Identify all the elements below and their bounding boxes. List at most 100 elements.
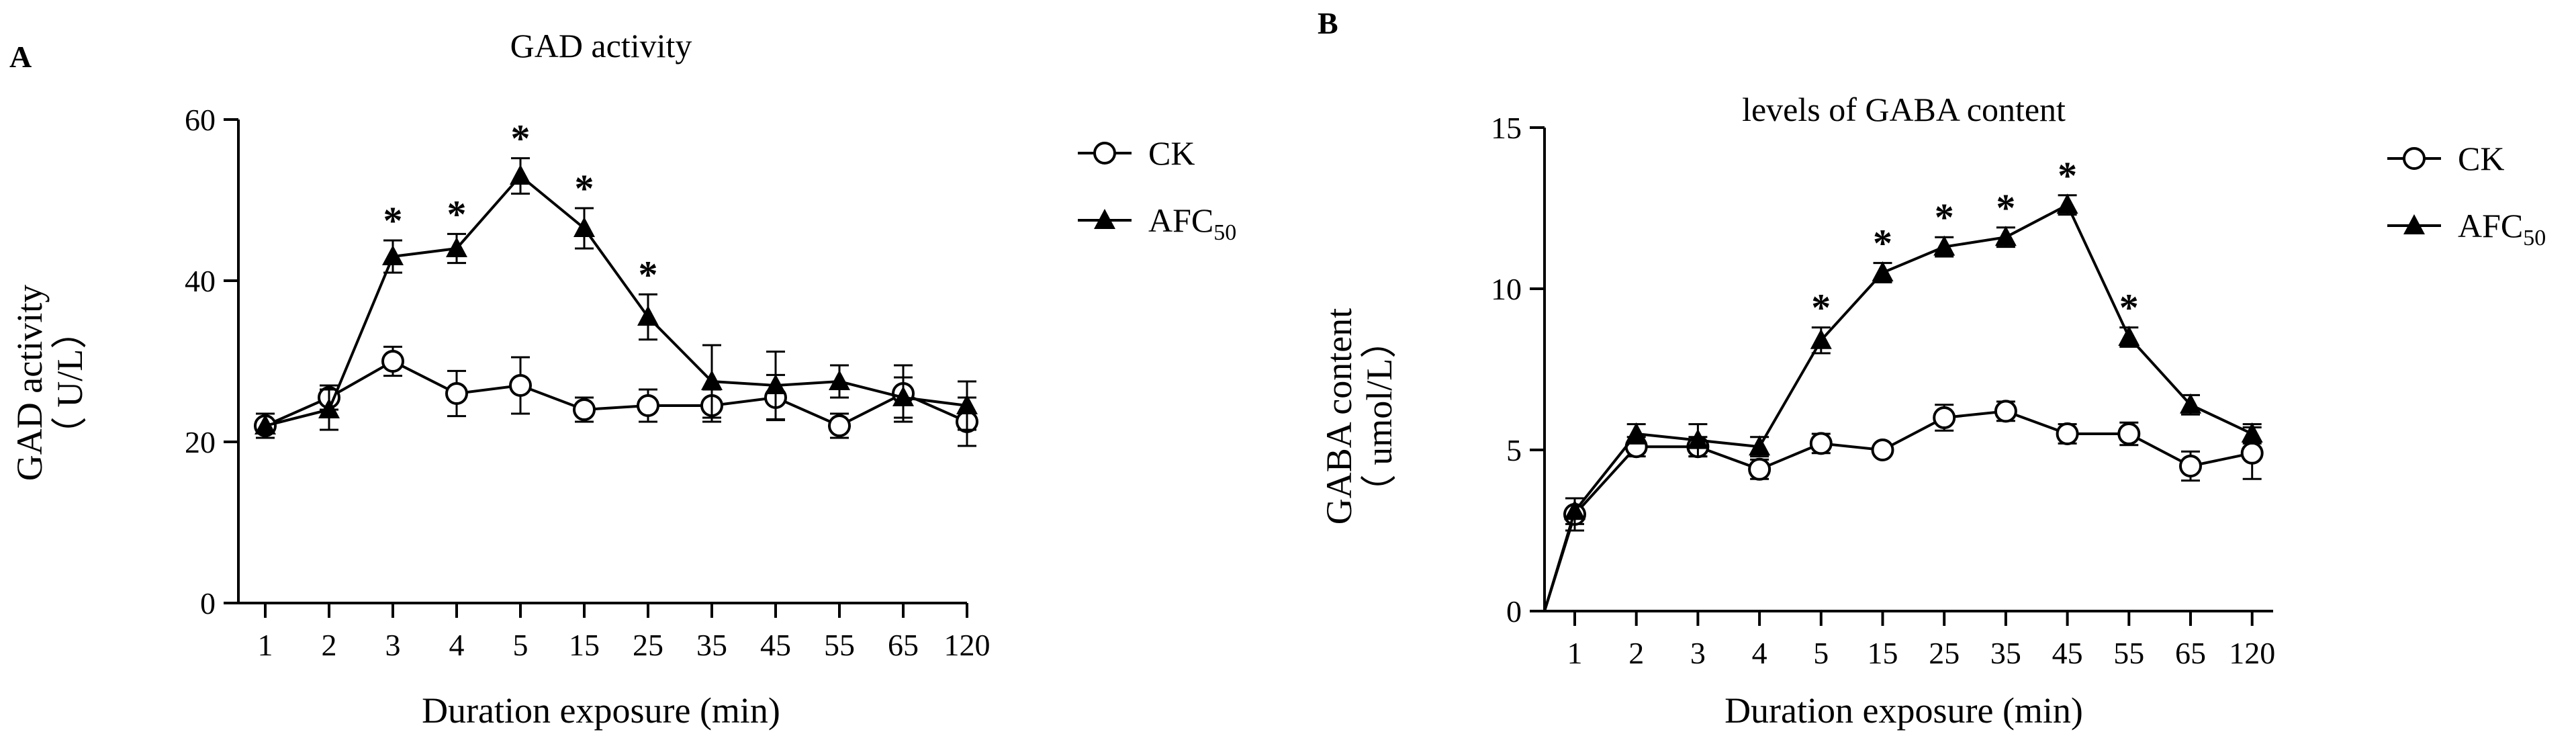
panel-a-x-tick-label: 5 bbox=[513, 628, 528, 662]
panel-a-x-tick-label: 45 bbox=[760, 628, 791, 662]
panel-a-afc-point bbox=[956, 394, 978, 414]
panel-b-ck-point bbox=[2240, 441, 2264, 465]
panel-b-afc-point bbox=[1625, 422, 1647, 443]
panel-a-afc-point bbox=[573, 217, 595, 237]
panel-b-ck-point bbox=[2117, 422, 2141, 445]
panel-b-ck-point bbox=[1809, 432, 1833, 455]
panel-a-letter: A bbox=[9, 40, 32, 74]
panel-a-x-tick-label: 15 bbox=[569, 628, 600, 662]
panel-b-significance-star: * bbox=[2058, 154, 2077, 197]
panel-a-ck-point bbox=[828, 414, 851, 437]
panel-a-afc-point bbox=[701, 370, 723, 390]
panel-b-y-tick-label: 15 bbox=[1491, 111, 1522, 145]
panel-a-x-tick-label: 35 bbox=[696, 628, 727, 662]
legend-a-afc-marker bbox=[1094, 209, 1115, 229]
panel-a: A GAD activity Duration exposure (min) G… bbox=[9, 27, 1236, 731]
panel-b-afc-point bbox=[2180, 393, 2201, 414]
panel-a-x-tick-label: 4 bbox=[449, 628, 465, 662]
panel-b-legend: CK AFC50 bbox=[2387, 140, 2546, 250]
panel-a-x-tick-label: 65 bbox=[888, 628, 919, 662]
legend-a-afc-label: AFC50 bbox=[1148, 201, 1236, 245]
panel-a-x-tick-label: 2 bbox=[322, 628, 337, 662]
panel-b-afc-point bbox=[2118, 326, 2140, 346]
panel-b-y-tick-label: 0 bbox=[1506, 594, 1522, 629]
panel-a-legend: CK AFC50 bbox=[1078, 134, 1236, 245]
panel-b-afc-point bbox=[1994, 226, 2017, 246]
panel-b-title: levels of GABA content bbox=[1742, 91, 2066, 128]
panel-b-x-tick-label: 120 bbox=[2229, 636, 2275, 670]
panel-a-significance-star: * bbox=[383, 199, 403, 242]
panel-b-afc-point bbox=[1687, 428, 1709, 449]
panel-b-x-tick-label: 4 bbox=[1752, 636, 1767, 670]
panel-a-significance-star: * bbox=[447, 192, 467, 236]
panel-b-significance-star: * bbox=[1996, 186, 2015, 230]
panel-a-afc-point bbox=[765, 374, 786, 394]
legend-b-ck-label: CK bbox=[2458, 140, 2504, 177]
panel-a-y-tick-label: 20 bbox=[185, 425, 216, 459]
panel-b-ylabel-unit: （ umol/L） bbox=[1359, 322, 1399, 511]
panel-b-significance-star: * bbox=[1873, 222, 1892, 265]
legend-b-afc-marker bbox=[2403, 214, 2425, 234]
panel-b-afc-point bbox=[1810, 328, 1832, 349]
panel-b-x-tick-label: 35 bbox=[1990, 636, 2021, 670]
panel-a-ck-point bbox=[573, 398, 596, 421]
legend-b-afc-label: AFC50 bbox=[2458, 207, 2546, 250]
panel-b-x-tick-label: 15 bbox=[1868, 636, 1898, 670]
panel-b-x-tick-label: 45 bbox=[2052, 636, 2083, 670]
panel-b-afc-line bbox=[1543, 203, 2253, 612]
panel-a-ylabel-unit: （ U/L） bbox=[50, 313, 90, 453]
panel-b-xlabel: Duration exposure (min) bbox=[1724, 690, 2083, 731]
panel-a-afc-point bbox=[829, 370, 850, 390]
panel-a-y-tick-label: 60 bbox=[185, 103, 216, 137]
panel-b-afc-point bbox=[2056, 193, 2078, 214]
panel-b-x-tick-label: 25 bbox=[1929, 636, 1960, 670]
legend-a-ck-marker bbox=[1093, 142, 1116, 165]
panel-b-ck-point bbox=[1748, 457, 1772, 481]
panel-a-x-tick-label: 55 bbox=[824, 628, 855, 662]
panel-a-afc-point bbox=[637, 306, 659, 326]
panel-b-y-tick-label: 5 bbox=[1506, 433, 1522, 467]
panel-a-afc-line bbox=[265, 174, 968, 427]
panel-a-afc-point bbox=[510, 165, 531, 185]
panel-a-title: GAD activity bbox=[510, 27, 692, 64]
panel-b-x-tick-label: 3 bbox=[1690, 636, 1706, 670]
panel-b: B levels of GABA content Duration exposu… bbox=[1318, 6, 2546, 731]
panel-a-afc-point bbox=[892, 386, 914, 406]
panel-a-xlabel: Duration exposure (min) bbox=[422, 690, 780, 731]
panel-b-letter: B bbox=[1318, 6, 1338, 40]
legend-b-ck-marker bbox=[2403, 147, 2426, 170]
panel-a-ck-point bbox=[445, 382, 468, 405]
panel-b-afc-point bbox=[1933, 235, 1956, 256]
panel-b-significance-star: * bbox=[1811, 286, 1831, 330]
panel-a-afc-point bbox=[446, 237, 467, 257]
panel-a-ck-point bbox=[509, 374, 532, 397]
panel-b-ck-point bbox=[2179, 455, 2202, 477]
panel-b-significance-star: * bbox=[2119, 286, 2139, 330]
panel-a-y-tick-label: 0 bbox=[200, 586, 216, 620]
panel-a-x-tick-label: 1 bbox=[258, 628, 273, 662]
panel-a-x-tick-label: 25 bbox=[633, 628, 663, 662]
panel-b-ck-line bbox=[1543, 410, 2253, 612]
panel-b-afc-point bbox=[1564, 500, 1585, 520]
panel-a-afc-point bbox=[318, 398, 340, 418]
panel-b-y-tick-label: 10 bbox=[1491, 272, 1522, 306]
panel-a-ck-point bbox=[637, 394, 659, 417]
panel-a-significance-star: * bbox=[639, 252, 658, 296]
panel-a-afc-point bbox=[382, 245, 404, 265]
panel-b-significance-star: * bbox=[1935, 195, 1954, 239]
panel-b-ck-point bbox=[1871, 439, 1894, 461]
panel-a-x-tick-label: 3 bbox=[385, 628, 401, 662]
panel-b-afc-point bbox=[1872, 261, 1894, 281]
panel-a-y-tick-label: 40 bbox=[185, 264, 216, 298]
legend-a-ck-label: CK bbox=[1148, 134, 1195, 172]
panel-a-afc-point bbox=[255, 414, 276, 434]
panel-a-ck-point bbox=[381, 350, 404, 373]
panel-a-significance-star: * bbox=[511, 117, 531, 160]
panel-b-x-tick-label: 55 bbox=[2113, 636, 2144, 670]
panel-b-afc-point bbox=[1749, 435, 1771, 456]
panel-a-x-tick-label: 120 bbox=[944, 628, 991, 662]
panel-b-x-tick-label: 5 bbox=[1813, 636, 1829, 670]
